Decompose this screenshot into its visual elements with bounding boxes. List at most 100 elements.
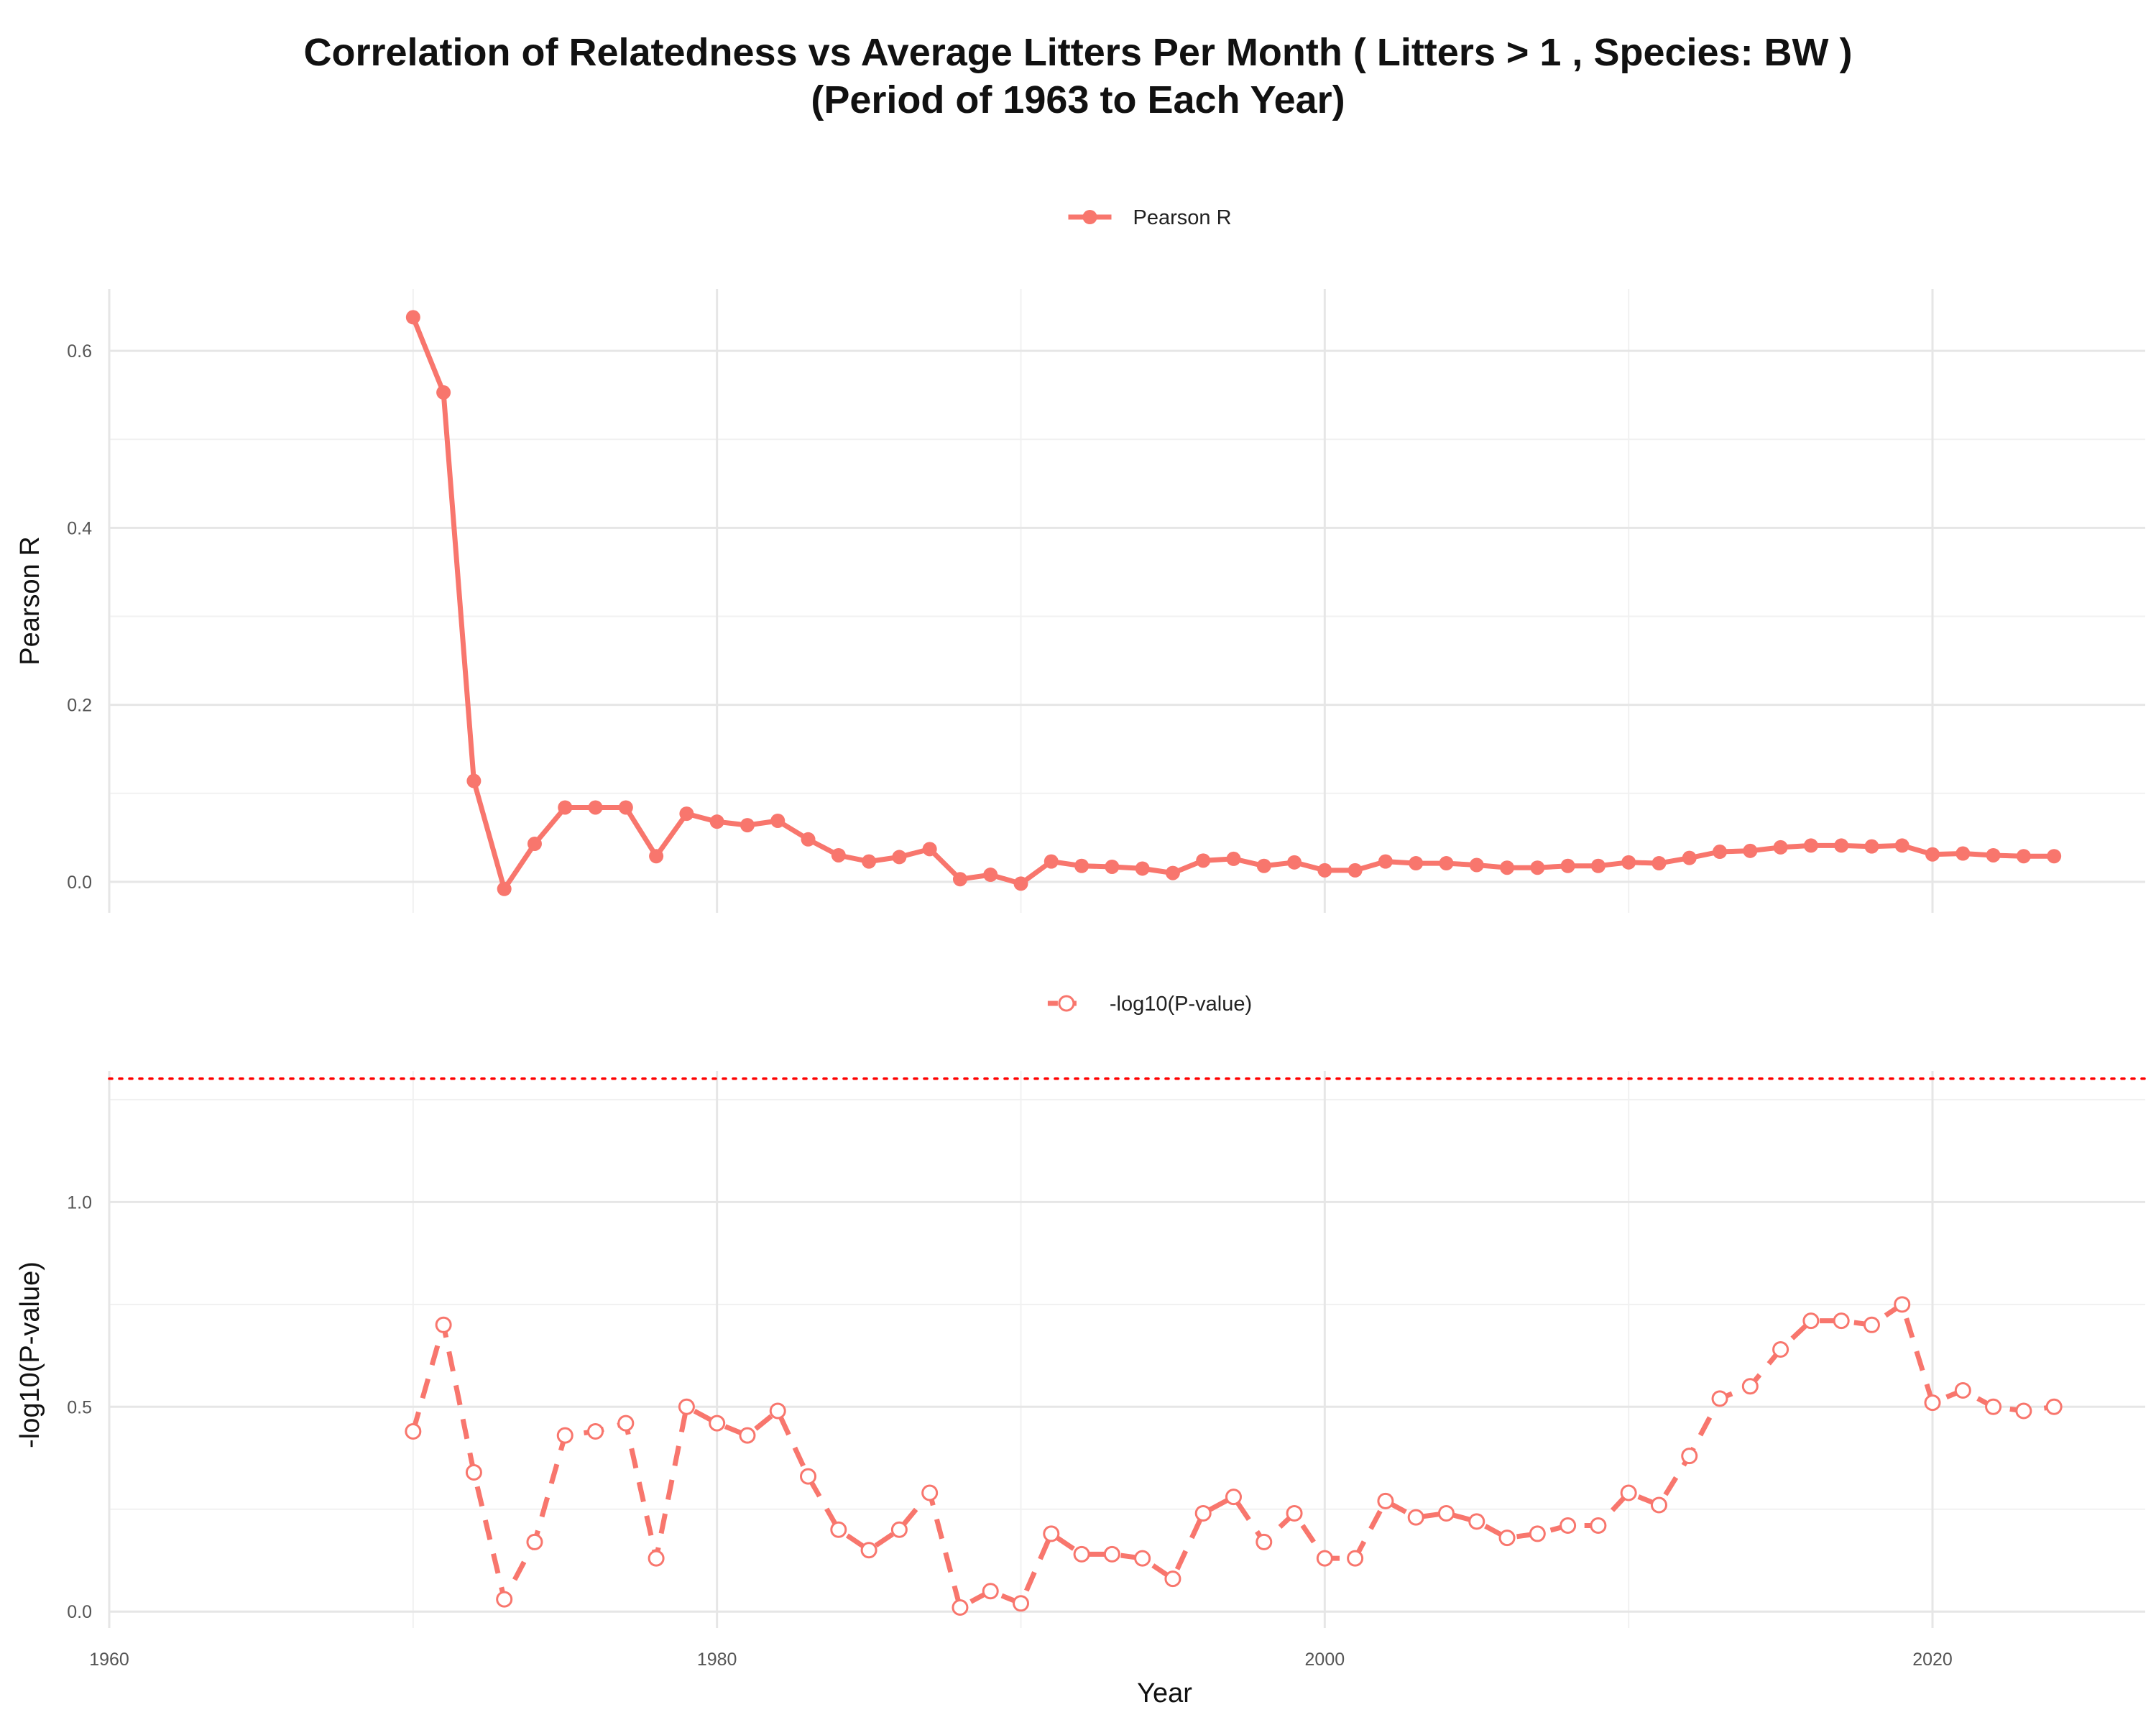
pearson-data-point (831, 847, 846, 862)
pearson-data-point (1682, 850, 1697, 865)
x-tick-label: 1980 (697, 1650, 737, 1670)
pearson-data-point (1803, 838, 1818, 853)
pearson-data-point (1560, 858, 1575, 873)
pvalue-data-point (890, 1521, 908, 1538)
pvalue-data-point (952, 1599, 969, 1616)
pearson-data-point (466, 773, 482, 788)
pearson-data-point (405, 310, 420, 325)
pearson-data-point (1955, 846, 1971, 861)
pearson-data-point (1378, 854, 1393, 869)
pvalue-data-point (1073, 1545, 1090, 1563)
pearson-data-point (618, 800, 633, 815)
pearson-data-point (740, 818, 755, 833)
pvalue-data-point (617, 1414, 635, 1432)
pvalue-data-point (982, 1583, 999, 1600)
pearson-legend: Pearson R (1068, 206, 1232, 229)
pvalue-y-tick-label: 0.0 (67, 1602, 92, 1622)
x-tick-label: 2000 (1305, 1650, 1345, 1670)
pearson-data-point (801, 832, 816, 847)
pvalue-data-point (1377, 1492, 1394, 1509)
pearson-y-axis-title: Pearson R (15, 536, 45, 666)
pvalue-data-point (709, 1414, 726, 1432)
pearson-data-point (952, 872, 967, 887)
pvalue-data-point (769, 1402, 786, 1420)
pvalue-legend-key-marker (1058, 995, 1075, 1012)
chart-subtitle: (Period of 1963 to Each Year) (811, 78, 1345, 121)
pearson-data-point (709, 814, 724, 829)
pearson-data-point (1165, 865, 1180, 880)
pvalue-data-point (496, 1591, 513, 1608)
pvalue-data-point (1802, 1312, 1820, 1330)
pearson-data-point (1348, 862, 1363, 878)
pvalue-data-point (1316, 1550, 1333, 1567)
pearson-data-point (1105, 859, 1120, 874)
pvalue-data-point (1468, 1513, 1485, 1530)
pearson-data-point (770, 813, 786, 828)
chart-title-block: Correlation of Relatedness vs Average Li… (0, 29, 2156, 124)
pvalue-data-point (1194, 1504, 1212, 1522)
pvalue-data-point (2015, 1402, 2032, 1420)
pearson-data-point (1894, 838, 1909, 853)
pearson-data-point (527, 836, 542, 851)
pearson-data-point (1196, 853, 1211, 868)
pvalue-data-point (1924, 1394, 1941, 1412)
pearson-data-point (892, 850, 907, 865)
pvalue-data-point (1894, 1296, 1911, 1313)
x-axis-title: Year (1137, 1678, 1192, 1708)
pearson-data-point (862, 854, 877, 869)
pearson-data-point (1864, 839, 1879, 854)
pvalue-data-point (526, 1533, 543, 1550)
x-tick-label: 2020 (1912, 1650, 1953, 1670)
pearson-data-point (1469, 857, 1484, 873)
pvalue-data-point (1498, 1530, 1516, 1547)
pearson-data-point (1834, 838, 1849, 853)
pearson-data-point (1287, 855, 1302, 870)
pearson-data-point (1044, 854, 1059, 869)
pvalue-data-point (739, 1427, 756, 1444)
pvalue-data-point (800, 1468, 817, 1485)
pearson-data-point (497, 881, 512, 896)
pearson-data-point (588, 800, 603, 815)
pvalue-data-point (860, 1542, 877, 1559)
pvalue-panel: 1960 1980 2000 2020 0.0 0.5 1.0 -log10(P-value)… (15, 993, 2147, 1708)
pearson-data-point (1651, 856, 1667, 871)
pvalue-data-point (1103, 1545, 1120, 1563)
pearson-data-point (1409, 856, 1424, 871)
pvalue-y-tick-label: 0.5 (67, 1397, 92, 1417)
pvalue-data-point (1560, 1517, 1577, 1535)
pearson-data-point (1743, 843, 1758, 858)
pvalue-legend-label: -log10(P-value) (1110, 993, 1252, 1016)
pearson-legend-key-marker (1082, 210, 1097, 224)
x-tick-label: 1960 (89, 1650, 129, 1670)
pvalue-data-point (1407, 1509, 1424, 1526)
pvalue-data-point (1164, 1570, 1181, 1588)
pearson-data-point (2016, 849, 2031, 864)
pvalue-data-point (1347, 1550, 1364, 1567)
pearson-data-point (983, 868, 998, 883)
pearson-y-tick-label: 0.4 (67, 518, 92, 538)
chart-title: Correlation of Relatedness vs Average Li… (303, 31, 1853, 74)
pvalue-data-point (1437, 1504, 1455, 1522)
pvalue-data-point (1256, 1533, 1273, 1550)
pvalue-data-point (1833, 1312, 1850, 1330)
pvalue-data-point (1954, 1381, 1971, 1399)
pvalue-data-point (1013, 1595, 1030, 1612)
pvalue-data-point (1772, 1341, 1789, 1358)
pvalue-y-tick-label: 1.0 (67, 1192, 92, 1213)
pearson-data-point (1226, 851, 1241, 866)
pearson-series-line (410, 314, 2057, 892)
pearson-y-tick-label: 0.2 (67, 696, 92, 716)
pearson-data-point (1500, 860, 1515, 875)
pearson-data-point (1925, 847, 1940, 862)
pearson-data-point (436, 385, 451, 400)
pvalue-data-point (678, 1398, 695, 1415)
pvalue-data-point (921, 1484, 939, 1501)
pvalue-data-point (465, 1463, 482, 1481)
pvalue-data-point (1134, 1550, 1151, 1567)
pearson-data-point (1135, 861, 1150, 876)
pearson-data-point (1986, 847, 2001, 862)
pvalue-data-point (1741, 1378, 1759, 1395)
pvalue-data-point (1529, 1525, 1546, 1542)
pearson-data-point (1621, 855, 1636, 870)
